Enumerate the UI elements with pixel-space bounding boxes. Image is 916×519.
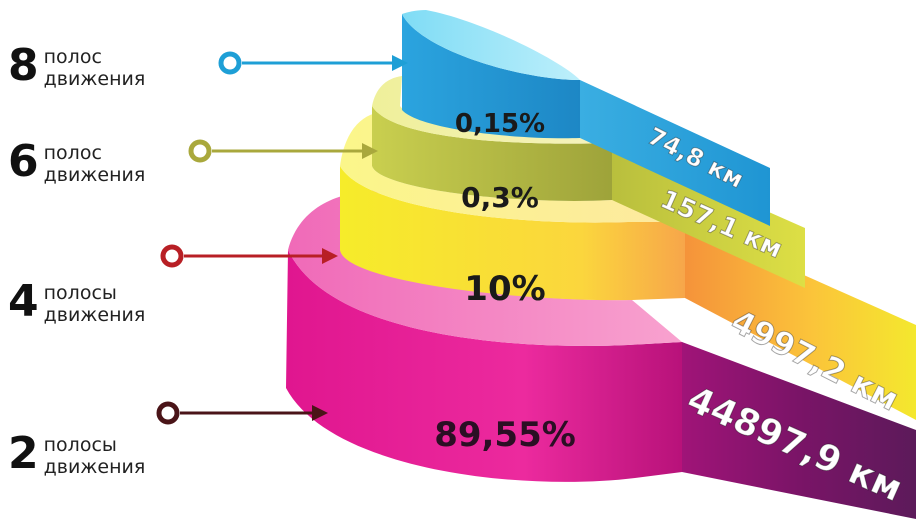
legend-lanes-label: полос движения (43, 142, 146, 186)
tier-4-lanes (340, 112, 916, 420)
legend-connector-6 (188, 139, 378, 163)
legend-item-6-lanes: 6 полос движения (8, 136, 146, 187)
legend-lanes-label: полосы движения (43, 282, 146, 326)
legend-connectors (156, 51, 408, 425)
marker-ring-icon (218, 51, 242, 75)
legend-item-8-lanes: 8 полос движения (8, 40, 146, 91)
cylinder-top (372, 76, 612, 144)
legend-connector-4 (160, 244, 338, 268)
cylinder-tiers (286, 10, 916, 519)
marker-ring-icon (156, 401, 180, 425)
cylinder-top (340, 112, 685, 223)
tier-6-lanes (372, 76, 805, 288)
legend-lanes-number: 6 (8, 136, 39, 187)
length-ribbon (685, 222, 916, 420)
marker-ring-icon (160, 244, 184, 268)
legend-connector-2 (156, 401, 328, 425)
length-ribbon (580, 80, 770, 226)
marker-ring-icon (188, 139, 212, 163)
arrow-head-icon (392, 55, 408, 71)
share-label: 10% (464, 269, 545, 309)
length-ribbon (612, 143, 805, 288)
legend-lanes-number: 8 (8, 40, 39, 91)
legend-lanes-label: полосы движения (43, 434, 146, 478)
tier-8-lanes (402, 10, 770, 226)
arrow-head-icon (312, 405, 328, 421)
share-label: 0,3% (461, 181, 539, 214)
cylinder-side (340, 166, 685, 301)
legend-lanes-number: 2 (8, 428, 39, 479)
cylinder-side (402, 14, 580, 139)
legend-connector-8 (218, 51, 408, 75)
arrow-head-icon (322, 248, 338, 264)
length-ribbon (682, 342, 916, 519)
cylinder-top (288, 190, 682, 346)
share-label: 0,15% (455, 109, 545, 139)
legend-item-4-lanes: 4 полосы движения (8, 276, 146, 327)
share-label: 89,55% (434, 415, 576, 455)
cylinder-side (286, 250, 682, 482)
arrow-head-icon (362, 143, 378, 159)
tier-2-lanes (286, 190, 916, 519)
legend-lanes-label: полос движения (43, 46, 146, 90)
cylinder-side (372, 106, 612, 201)
legend-lanes-number: 4 (8, 276, 39, 327)
cylinder-top (402, 10, 580, 80)
legend-item-2-lanes: 2 полосы движения (8, 428, 146, 479)
